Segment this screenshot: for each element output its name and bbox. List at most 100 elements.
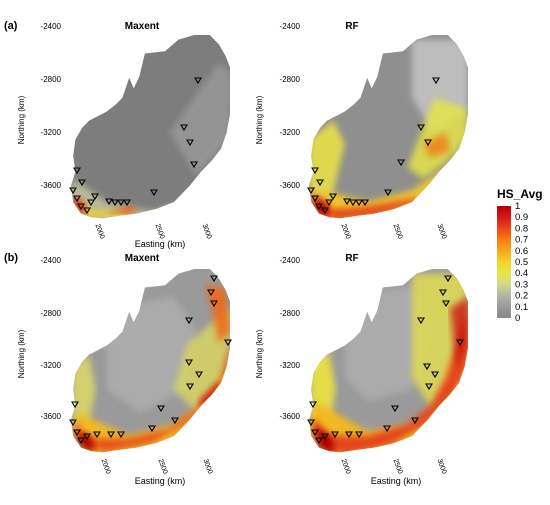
y-tick-label: -3200 [41,128,62,137]
occurrence-marker [307,187,315,195]
x-tick-label: 3000 [201,458,213,475]
legend-tick-label: 0.6 [515,246,528,257]
occurrence-marker [411,417,419,425]
occurrence-marker [391,405,399,413]
occurrence-marker [384,189,392,197]
x-axis-label: Easting (km) [135,239,186,249]
occurrence-marker [383,425,391,433]
legend-tick-label: 0.9 [515,212,528,223]
x-axis-label: Easting (km) [371,476,422,486]
y-tick-label: -2400 [41,256,62,265]
legend-tick-label: 0.7 [515,235,528,246]
panel-b-rf: RF -2400 -2800 -3200 -3600 Northing (km)… [255,253,469,486]
occurrence-marker [185,317,193,325]
occurrence-marker [111,199,119,207]
y-tick-label: -2400 [41,22,62,31]
occurrence-marker [424,139,432,147]
y-tick-label: -3600 [280,181,301,190]
occurrence-marker [73,195,81,203]
y-axis-label: Northing (km) [255,329,264,378]
occurrence-markers [307,77,440,215]
occurrence-marker [195,371,203,379]
occurrence-marker [307,419,315,427]
legend: HS_Avg 10.90.80.70.60.50.40.30.20.10 [497,187,543,324]
occurrence-marker [349,199,357,207]
occurrence-marker [423,363,431,371]
occurrence-marker [77,437,85,445]
panel-a-rf: RF -2400 -2800 -3200 -3600 Northing (km)… [255,21,469,240]
occurrence-marker [73,167,81,175]
legend-tick-label: 1 [515,201,520,212]
occurrence-marker [210,275,218,283]
x-tick-label: 2000 [93,223,105,240]
occurrence-marker [150,189,158,197]
occurrence-marker [83,433,91,441]
occurrence-marker [456,339,464,347]
x-tick-label: 2500 [391,223,403,240]
legend-tick-label: 0.4 [515,268,528,279]
y-tick-label: -3200 [280,128,301,137]
legend-tick-label: 0.1 [515,302,528,313]
occurrence-marker [309,401,317,409]
y-tick-label: -3600 [280,412,301,421]
legend-ticks: 10.90.80.70.60.50.40.30.20.10 [515,201,528,324]
x-tick-label: 2500 [153,223,165,240]
legend-tick-label: 0.2 [515,291,528,302]
occurrence-marker [69,187,77,195]
y-tick-label: -3600 [41,181,62,190]
occurrence-marker [311,195,319,203]
occurrence-marker [355,199,363,207]
occurrence-marker [355,431,363,439]
occurrence-marker [185,359,193,367]
occurrence-marker [194,77,202,85]
occurrence-marker [73,429,81,437]
legend-tick-label: 0 [515,313,520,324]
occurrence-marker [207,289,215,297]
x-tick-label: 3000 [435,223,447,240]
occurrence-marker [442,300,450,308]
y-tick-label: -2800 [280,75,301,84]
legend-tick-label: 0.5 [515,257,528,268]
occurrence-markers [69,275,232,445]
map-region [308,268,469,453]
y-tick-label: -3200 [41,361,62,370]
occurrence-marker [180,124,188,132]
y-tick-label: -2400 [280,256,301,265]
occurrence-marker [77,203,85,211]
x-tick-label: 2500 [156,458,168,475]
x-tick-label: 3000 [200,223,212,240]
occurrence-marker [171,417,179,425]
occurrence-marker [117,199,125,207]
occurrence-marker [123,199,131,207]
occurrence-marker [432,77,440,85]
legend-tick-label: 0.8 [515,223,528,234]
y-tick-label: -3600 [41,412,62,421]
occurrence-marker [321,433,329,441]
y-axis-label: Northing (km) [17,329,26,378]
occurrence-marker [345,431,353,439]
occurrence-marker [186,383,194,391]
panel-title: Maxent [125,253,160,264]
occurrence-marker [91,193,99,201]
occurrence-marker [425,383,433,391]
y-tick-label: -2400 [280,22,301,31]
panel-title: RF [345,21,358,32]
occurrence-marker [87,199,95,207]
x-tick-label: 2000 [99,458,111,475]
occurrence-marker [311,429,319,437]
occurrence-marker [107,431,115,439]
occurrence-marker [325,199,333,207]
map-region [308,34,469,219]
occurrence-marker [343,198,351,206]
panel-title: RF [345,253,358,264]
occurrence-marker [444,275,452,283]
legend-title: HS_Avg [497,187,543,201]
panel-title: Maxent [125,21,160,32]
occurrence-marker [316,179,324,187]
occurrence-marker [431,371,439,379]
x-axis-label: Easting (km) [135,476,186,486]
occurrence-marker [210,300,218,308]
y-tick-label: -3200 [280,361,301,370]
occurrence-marker [329,193,337,201]
